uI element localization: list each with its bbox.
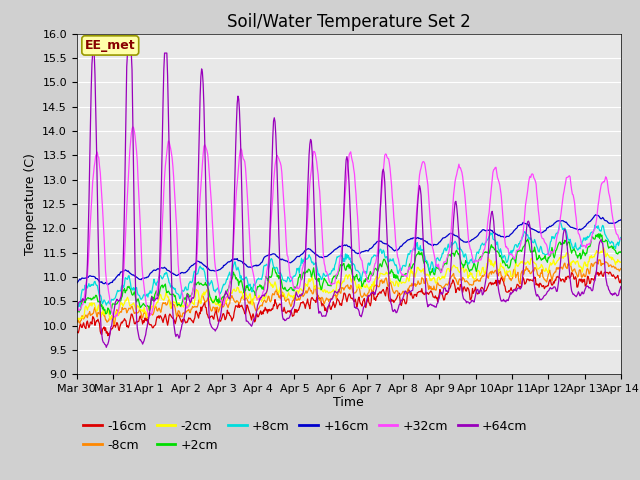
-2cm (223, 297, 231, 302)
+16cm (195, 259, 202, 264)
-2cm (73, 315, 81, 321)
-8cm (223, 303, 231, 309)
-16cm (83, 320, 90, 325)
+2cm (83, 296, 90, 302)
+32cm (417, 168, 424, 173)
+2cm (416, 252, 424, 257)
+16cm (431, 242, 439, 248)
+2cm (140, 300, 147, 306)
+32cm (196, 208, 204, 214)
+16cm (416, 235, 424, 241)
+8cm (556, 219, 564, 225)
+64cm (224, 294, 232, 300)
-16cm (195, 315, 202, 321)
+32cm (110, 314, 118, 320)
+32cm (83, 277, 90, 283)
-16cm (431, 293, 439, 299)
+64cm (83, 278, 90, 284)
+64cm (417, 186, 424, 192)
+8cm (73, 306, 81, 312)
+64cm (89, 50, 97, 56)
-16cm (140, 318, 147, 324)
-2cm (431, 280, 439, 286)
-16cm (597, 268, 605, 274)
+64cm (73, 310, 81, 315)
Line: +32cm: +32cm (77, 127, 621, 317)
+2cm (595, 231, 603, 237)
-8cm (110, 322, 118, 327)
+8cm (83, 283, 90, 289)
-8cm (83, 313, 90, 319)
-2cm (76, 317, 83, 323)
+2cm (223, 287, 231, 293)
-16cm (223, 307, 231, 313)
+32cm (129, 124, 136, 130)
-8cm (595, 257, 603, 263)
+32cm (140, 285, 148, 290)
+64cm (140, 337, 148, 343)
Text: EE_met: EE_met (85, 39, 136, 52)
+64cm (617, 284, 625, 289)
+16cm (592, 212, 600, 217)
+2cm (431, 268, 439, 274)
-8cm (195, 297, 202, 303)
X-axis label: Time: Time (333, 396, 364, 408)
+8cm (223, 276, 230, 282)
-2cm (416, 267, 424, 273)
+16cm (104, 282, 111, 288)
+8cm (194, 271, 202, 276)
Line: +16cm: +16cm (77, 215, 621, 285)
-8cm (617, 266, 625, 272)
+32cm (433, 263, 440, 269)
-16cm (104, 333, 111, 338)
+64cm (433, 304, 440, 310)
-16cm (416, 289, 424, 295)
+32cm (73, 305, 81, 311)
Y-axis label: Temperature (C): Temperature (C) (24, 153, 36, 255)
+16cm (617, 217, 625, 223)
+16cm (83, 275, 90, 281)
+8cm (431, 266, 438, 272)
-2cm (140, 309, 147, 315)
-8cm (73, 318, 81, 324)
+2cm (73, 310, 81, 315)
Line: +2cm: +2cm (77, 234, 621, 314)
Line: -8cm: -8cm (77, 260, 621, 324)
Line: +64cm: +64cm (77, 53, 621, 348)
-8cm (416, 282, 424, 288)
Line: -2cm: -2cm (77, 248, 621, 320)
-8cm (431, 287, 439, 293)
Title: Soil/Water Temperature Set 2: Soil/Water Temperature Set 2 (227, 12, 470, 31)
+16cm (73, 280, 81, 286)
-2cm (600, 245, 607, 251)
Line: +8cm: +8cm (77, 222, 621, 309)
+2cm (195, 279, 202, 285)
Line: -16cm: -16cm (77, 271, 621, 336)
-2cm (84, 307, 92, 313)
Legend: -16cm, -8cm, -2cm, +2cm, +8cm, +16cm, +32cm, +64cm: -16cm, -8cm, -2cm, +2cm, +8cm, +16cm, +3… (79, 415, 532, 457)
+64cm (102, 345, 110, 350)
+8cm (617, 235, 625, 240)
-2cm (195, 291, 202, 297)
+8cm (139, 295, 147, 300)
+32cm (224, 290, 232, 296)
-2cm (617, 259, 625, 265)
+32cm (617, 236, 625, 241)
+16cm (223, 260, 231, 266)
+64cm (196, 123, 204, 129)
+8cm (415, 245, 422, 251)
-16cm (73, 329, 81, 335)
-16cm (617, 277, 625, 283)
-8cm (140, 312, 147, 317)
+16cm (140, 275, 147, 281)
+2cm (617, 249, 625, 254)
+2cm (106, 312, 114, 317)
